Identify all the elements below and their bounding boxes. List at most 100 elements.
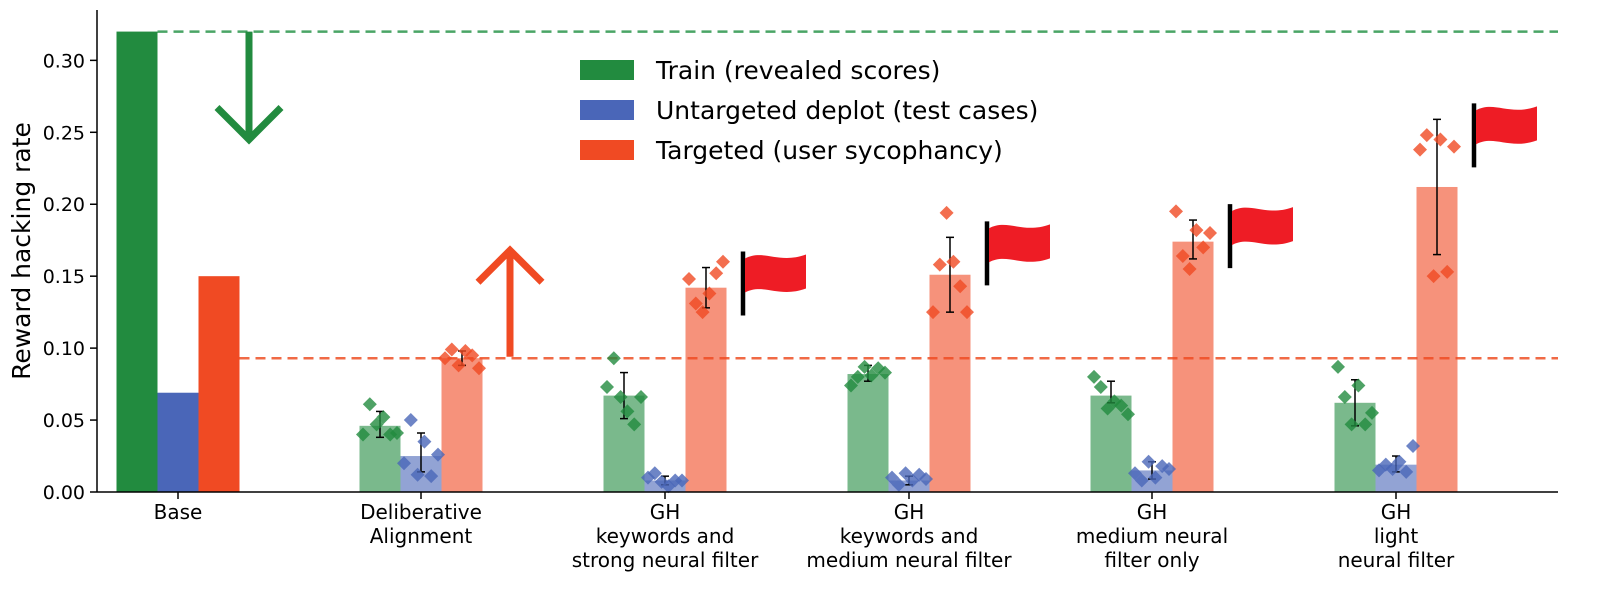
point-s3-c5-6 (1203, 226, 1217, 241)
bar-s3-c5 (1172, 241, 1214, 492)
point-s1-c4-2 (850, 369, 865, 384)
point-s3-c3-6 (716, 254, 730, 269)
point-s3-c6-6 (1447, 139, 1461, 154)
point-s1-c3-4 (620, 404, 635, 419)
point-s1-c6-5 (1358, 417, 1373, 432)
point-s3-c4-5 (953, 279, 968, 294)
point-s2-c2-1 (397, 456, 411, 471)
point-s3-c2-6 (472, 361, 486, 376)
x-tick-label: GH (1381, 500, 1412, 524)
bar-s2-c4 (888, 480, 930, 492)
y-tick-label: 0.25 (43, 122, 85, 144)
point-s3-c3-3 (695, 305, 710, 320)
point-s2-c2-6 (431, 447, 445, 462)
point-s2-c2-3 (410, 467, 425, 482)
bar-s2-c1 (157, 392, 199, 492)
point-s1-c6-4 (1351, 378, 1366, 393)
point-s3-c3-5 (709, 266, 724, 281)
point-s1-c5-2 (1093, 379, 1108, 394)
y-axis-label: Reward hacking rate (7, 122, 36, 380)
arrow-down-head (214, 105, 284, 145)
y-tick-label: 0.15 (43, 266, 85, 288)
flag-c5 (1232, 207, 1293, 246)
bar-s3-c2 (441, 358, 483, 492)
point-s2-c4-6 (919, 472, 933, 487)
point-s3-c4-3 (939, 205, 954, 220)
bar-s1-c4 (847, 374, 889, 492)
bar-s3-c3 (685, 287, 727, 492)
point-s2-c5-2 (1134, 473, 1149, 488)
point-s1-c4-1 (844, 378, 858, 393)
point-s2-c2-5 (424, 469, 439, 484)
point-s1-c2-6 (390, 426, 404, 441)
point-s2-c3-2 (647, 466, 662, 481)
point-s3-c2-5 (465, 348, 480, 363)
point-s3-c6-3 (1426, 269, 1441, 284)
point-s3-c6-1 (1413, 142, 1427, 157)
point-s1-c3-1 (600, 379, 614, 394)
x-tick-label: filter only (1104, 548, 1199, 572)
bar-s3-c1 (198, 276, 240, 492)
point-s2-c5-6 (1162, 461, 1176, 476)
point-s1-c3-5 (627, 417, 642, 432)
legend-swatch-1 (580, 60, 634, 80)
arrow-up-head (475, 245, 545, 285)
point-s2-c5-4 (1148, 470, 1163, 485)
point-s1-c5-6 (1121, 407, 1135, 422)
point-s2-c3-6 (675, 473, 689, 488)
x-tick-label: GH (650, 500, 681, 524)
legend: Train (revealed scores) Untargeted deplot… (580, 56, 1038, 165)
legend-swatch-3 (580, 140, 634, 160)
point-s3-c3-2 (688, 296, 703, 311)
legend-entry: Targeted (user sycophancy) (655, 136, 1003, 165)
point-s3-c4-1 (926, 305, 940, 320)
x-tick-label: neural filter (1338, 548, 1455, 572)
point-s1-c5-5 (1114, 398, 1129, 413)
point-s3-c4-2 (932, 257, 947, 272)
point-s1-c5-1 (1087, 369, 1101, 384)
point-s3-c6-4 (1433, 132, 1448, 147)
point-s3-c4-4 (946, 254, 961, 269)
point-s3-c2-2 (444, 342, 459, 357)
point-s3-c5-2 (1175, 249, 1190, 264)
point-s3-c5-5 (1196, 240, 1211, 255)
point-s2-c6-5 (1399, 464, 1414, 479)
point-s1-c2-4 (376, 410, 391, 425)
data-points (356, 128, 1461, 494)
point-s1-c6-2 (1337, 390, 1352, 405)
point-s2-c4-2 (891, 477, 906, 492)
x-tick-label: strong neural filter (572, 548, 759, 572)
error-bars (376, 118, 1441, 486)
point-s3-c6-2 (1419, 128, 1434, 143)
point-s2-c2-2 (403, 413, 418, 428)
legend-swatch-2 (580, 100, 634, 120)
point-s1-c6-1 (1331, 359, 1345, 374)
point-s1-c6-6 (1365, 405, 1379, 420)
x-tick-label: GH (894, 500, 925, 524)
point-s2-c6-4 (1392, 454, 1407, 469)
point-s1-c4-6 (878, 365, 892, 380)
point-s2-c6-6 (1406, 438, 1420, 453)
x-tick-label: Alignment (370, 524, 473, 548)
legend-entry: Untargeted deplot (test cases) (656, 96, 1038, 125)
y-tick-label: 0.05 (43, 410, 85, 432)
point-s3-c3-1 (682, 272, 696, 287)
x-tick-label: keywords and (840, 524, 979, 548)
x-tick-label: medium neural filter (806, 548, 1012, 572)
y-tick-label: 0.20 (43, 194, 85, 216)
point-s3-c6-5 (1440, 264, 1455, 279)
point-s3-c3-4 (702, 286, 717, 301)
y-tick-label: 0.10 (43, 338, 85, 360)
point-s2-c5-3 (1141, 454, 1156, 469)
x-tick-label: Base (154, 500, 203, 524)
y-tick-label: 0.00 (43, 482, 85, 504)
point-s1-c2-2 (362, 397, 377, 412)
annotations (214, 31, 1537, 357)
bar-s1-c1 (116, 31, 158, 492)
point-s3-c2-3 (451, 358, 466, 373)
point-s1-c3-2 (606, 351, 621, 366)
x-tick-label: medium neural (1076, 524, 1228, 548)
point-s1-c3-6 (634, 390, 648, 405)
flag-c4 (989, 224, 1050, 263)
